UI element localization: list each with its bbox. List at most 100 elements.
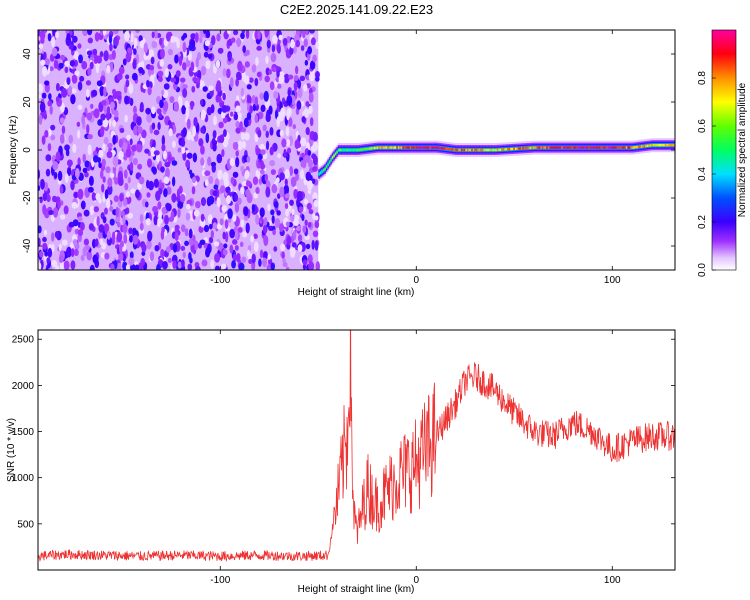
noise-cell — [302, 206, 306, 212]
noise-cell — [141, 129, 147, 139]
noise-cell — [312, 178, 316, 185]
noise-cell — [222, 249, 228, 256]
noise-cell — [51, 232, 55, 242]
colorbar-tick-label: 0.4 — [697, 167, 708, 181]
noise-cell — [82, 153, 87, 163]
signal-cell — [586, 146, 589, 149]
signal-cell — [631, 146, 634, 149]
noise-cell — [241, 256, 247, 263]
signal-cell — [430, 146, 433, 149]
noise-cell — [227, 53, 232, 62]
noise-cell — [164, 68, 169, 78]
noise-cell — [312, 155, 318, 166]
signal-cell — [594, 146, 596, 149]
noise-cell — [113, 36, 119, 47]
signal-cell — [622, 146, 625, 149]
signal-cell — [459, 148, 461, 152]
signal-cell — [660, 144, 662, 147]
noise-cell — [309, 60, 316, 70]
noise-cell — [85, 80, 92, 86]
signal-cell — [561, 146, 563, 149]
noise-cell — [246, 84, 252, 90]
noise-cell — [204, 170, 211, 177]
noise-cell — [180, 139, 186, 147]
noise-cell — [149, 65, 155, 71]
noise-cell — [235, 78, 239, 87]
noise-cell — [200, 65, 207, 76]
noise-cell — [200, 157, 205, 166]
signal-cell — [540, 146, 542, 149]
noise-cell — [277, 83, 282, 89]
noise-cell — [203, 224, 210, 233]
signal-cell — [636, 145, 638, 149]
noise-cell — [165, 31, 171, 42]
signal-cell — [534, 146, 536, 149]
noise-cell — [293, 168, 299, 175]
noise-cell — [307, 221, 312, 228]
noise-cell — [297, 87, 303, 99]
noise-cell — [277, 193, 281, 199]
noise-cell — [215, 59, 221, 69]
noise-cell — [107, 184, 113, 196]
heatmap-cells — [38, 30, 675, 270]
noise-cell — [243, 214, 249, 222]
noise-cell — [188, 169, 193, 175]
noise-cell — [292, 124, 297, 130]
signal-cell — [457, 148, 460, 152]
signal-cell — [526, 146, 529, 150]
noise-cell — [145, 201, 149, 208]
noise-cell — [192, 125, 197, 137]
noise-cell — [232, 253, 237, 263]
noise-cell — [232, 171, 239, 178]
noise-cell — [207, 214, 213, 224]
noise-cell — [265, 186, 271, 198]
noise-cell — [150, 56, 155, 65]
noise-cell — [222, 231, 226, 240]
noise-cell — [109, 101, 115, 110]
noise-cell — [44, 80, 50, 86]
noise-cell — [102, 176, 106, 183]
noise-cell — [199, 30, 204, 40]
signal-cell — [441, 147, 443, 150]
noise-cell — [101, 100, 107, 106]
signal-cell — [559, 146, 562, 149]
noise-cell — [146, 79, 150, 88]
noise-cell — [309, 30, 315, 34]
noise-cell — [51, 243, 55, 253]
noise-cell — [223, 129, 227, 137]
noise-cell — [311, 166, 318, 172]
signal-cell — [423, 146, 425, 149]
noise-cell — [38, 168, 41, 180]
noise-cell — [180, 245, 186, 251]
noise-cell — [171, 176, 176, 187]
noise-cell — [139, 222, 144, 231]
noise-cell — [170, 77, 177, 83]
signal-cell — [460, 148, 463, 152]
signal-cell — [436, 146, 439, 149]
signal-cell — [583, 146, 586, 149]
noise-cell — [139, 101, 144, 112]
noise-cell — [307, 180, 313, 191]
noise-cell — [43, 51, 47, 61]
noise-cell — [57, 170, 63, 181]
noise-cell — [240, 132, 245, 141]
noise-cell — [125, 191, 131, 198]
noise-cell — [58, 62, 64, 69]
noise-cell — [38, 83, 43, 91]
signal-cell — [358, 148, 361, 152]
noise-cell — [47, 247, 53, 258]
noise-cell — [74, 70, 80, 77]
noise-cell — [157, 70, 164, 77]
signal-cell — [483, 148, 485, 152]
noise-cell — [74, 168, 80, 179]
noise-cell — [295, 39, 301, 48]
noise-cell — [57, 200, 61, 209]
noise-cell — [219, 185, 226, 194]
noise-cell — [44, 129, 49, 138]
signal-cell — [480, 148, 482, 152]
noise-cell — [275, 177, 280, 183]
heatmap-ylabel: Frequency (Hz) — [8, 116, 19, 185]
noise-cell — [177, 147, 182, 153]
signal-cell — [324, 167, 326, 171]
noise-cell — [156, 108, 162, 115]
